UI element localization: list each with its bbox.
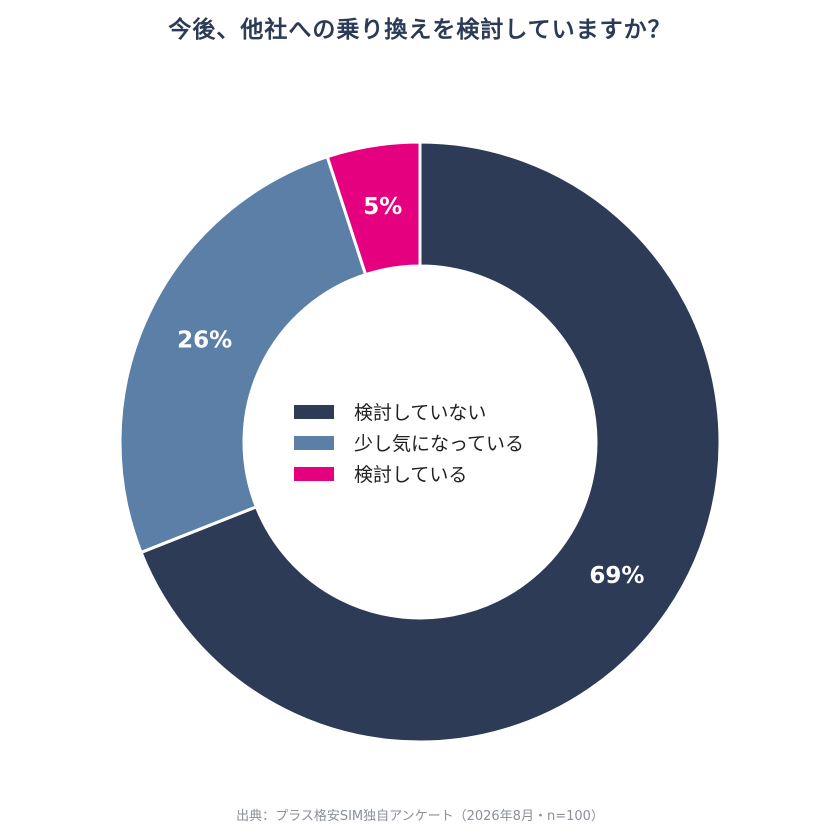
- legend-label: 検討している: [354, 464, 468, 486]
- chart-title: 今後、他社への乗り換えを検討していますか？: [168, 17, 672, 43]
- donut-slice: [325, 140, 422, 277]
- legend-item: 検討していない: [294, 396, 524, 427]
- source-note: 出典：プラス格安SIM独自アンケート（2026年8月・n=100）: [236, 809, 604, 824]
- legend: 検討していない 少し気になっている 検討している: [294, 396, 524, 489]
- donut-slice: [139, 140, 722, 744]
- legend-item: 少し気になっている: [294, 427, 524, 458]
- legend-label: 検討していない: [354, 402, 487, 424]
- slice-label: 69%: [589, 563, 644, 589]
- legend-label: 少し気になっている: [354, 433, 525, 455]
- slice-label: 5%: [363, 194, 402, 220]
- donut-slice: [118, 154, 368, 555]
- legend-item: 検討している: [294, 458, 524, 489]
- legend-swatch: [294, 404, 334, 419]
- legend-swatch: [294, 466, 334, 481]
- slice-label: 26%: [177, 328, 232, 354]
- legend-swatch: [294, 435, 334, 450]
